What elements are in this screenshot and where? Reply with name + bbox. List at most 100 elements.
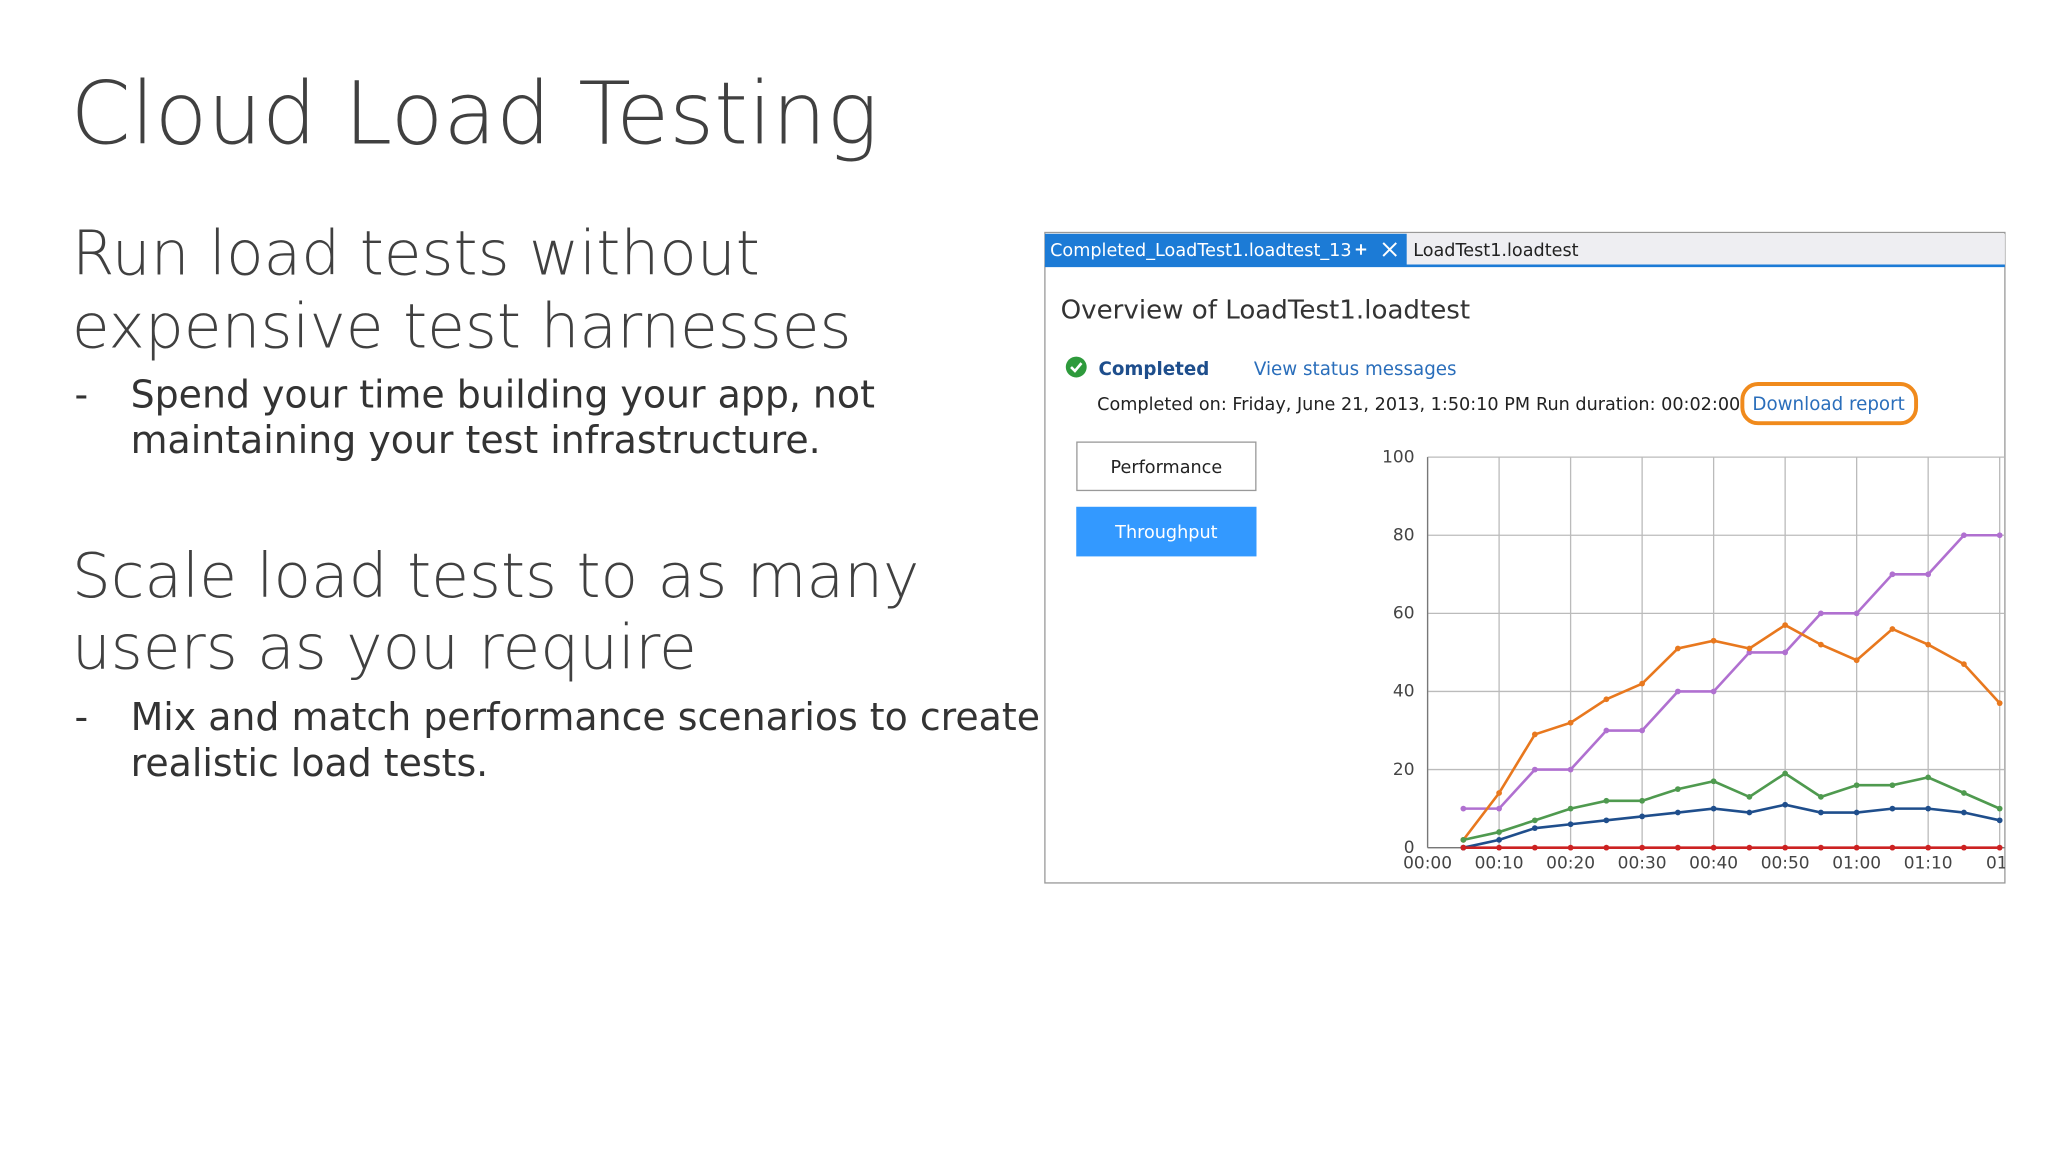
data-point (1746, 645, 1753, 652)
data-point (1853, 782, 1860, 789)
bullet-text: Spend your time building your app, not (131, 373, 875, 417)
data-point (1710, 688, 1717, 695)
data-point (1996, 817, 2003, 824)
x-tick-label: 00:50 (1761, 854, 1810, 874)
bullet-marker: - (74, 373, 88, 417)
data-point (1925, 774, 1932, 781)
data-point (1746, 794, 1753, 800)
data-point (1603, 817, 1610, 824)
x-tick-label: 00:10 (1475, 854, 1524, 874)
data-point (1925, 844, 1932, 851)
data-point (1603, 696, 1610, 703)
heading: Run load tests without (72, 218, 760, 289)
data-point (1818, 844, 1824, 851)
data-point (1496, 836, 1502, 843)
data-point (1639, 680, 1645, 687)
data-point (1996, 700, 2003, 707)
data-point (1961, 809, 1967, 816)
data-point (1675, 645, 1681, 652)
data-point (1782, 801, 1789, 808)
data-point (1818, 641, 1824, 648)
y-tick-label: 80 (1393, 525, 1415, 545)
slide-title: Cloud Load Testing (71, 65, 879, 165)
data-point (1460, 844, 1467, 851)
data-point (1853, 809, 1860, 816)
panel-frame (1044, 231, 2006, 884)
data-point (1996, 532, 2003, 539)
active-tab[interactable] (1044, 233, 1407, 266)
y-tick-label: 60 (1393, 604, 1415, 624)
heading: expensive test harnesses (72, 291, 852, 362)
data-point (1460, 805, 1467, 812)
status-link[interactable]: View status messages (1254, 359, 1457, 380)
x-tick-label: 00:30 (1618, 854, 1667, 874)
series-line (1463, 771, 2001, 842)
y-tick-label: 20 (1393, 760, 1415, 780)
x-tick-label: 01:00 (1832, 854, 1881, 874)
x-tick-label: 00:00 (1403, 854, 1452, 874)
data-point (1996, 844, 2003, 851)
data-point (1567, 821, 1574, 828)
data-point (1460, 836, 1467, 843)
data-point (1496, 844, 1502, 851)
data-point (1531, 817, 1538, 824)
data-point (1925, 571, 1932, 578)
throughput-button[interactable] (1076, 506, 1257, 557)
data-point (1961, 844, 1967, 851)
data-point (1925, 805, 1932, 812)
data-point (1639, 844, 1645, 851)
download-label[interactable]: Download report (1752, 394, 1904, 415)
bullet-marker: - (74, 695, 88, 739)
data-point (1639, 727, 1645, 734)
heading: users as you require (72, 613, 697, 684)
data-point (1782, 844, 1789, 851)
data-point (1818, 610, 1824, 617)
data-point (1710, 637, 1717, 644)
data-point (1961, 532, 1967, 539)
data-point (1853, 844, 1860, 851)
performance-button[interactable] (1076, 441, 1257, 492)
data-point (1639, 797, 1645, 804)
data-point (1496, 829, 1502, 835)
series-line (1463, 533, 2000, 810)
chart: 0 20 40 60 80 100 00:00 00:10 00:20 00:30 00:40 00:… (1382, 447, 2013, 874)
data-point (1818, 809, 1824, 816)
download-button[interactable] (1740, 382, 1919, 426)
data-point (1889, 571, 1896, 578)
check (1070, 362, 1083, 373)
data-point (1675, 786, 1681, 792)
data-point (1531, 825, 1538, 832)
tab-label[interactable]: Completed_LoadTest1.loadtest_13 (1050, 241, 1352, 261)
data-point (1639, 813, 1645, 820)
data-point (1710, 844, 1717, 851)
button-label[interactable]: Throughput (1114, 523, 1217, 543)
x-tick-label: 01:10 (1904, 854, 1953, 874)
button-label[interactable]: Performance (1111, 458, 1223, 478)
x-tick-label: 00:40 (1689, 854, 1738, 874)
data-point (1567, 766, 1574, 773)
data-point (1603, 727, 1610, 734)
bullet-text: realistic load tests. (131, 741, 489, 785)
panel-heading: Overview of LoadTest1.loadtest (1061, 296, 1471, 326)
data-point (1889, 805, 1896, 812)
data-point (1675, 688, 1681, 695)
status: Completed (1098, 359, 1209, 380)
data-point (1567, 805, 1574, 812)
data-point (1567, 844, 1574, 851)
y-tick-label: 100 (1382, 447, 1414, 467)
series-line (1463, 803, 2000, 849)
heading: Scale load tests to as many (72, 541, 920, 612)
data-point (1531, 731, 1538, 738)
data-point (1818, 794, 1824, 800)
data-point (1531, 844, 1538, 851)
data-point (1531, 766, 1538, 773)
y-tick-label: 0 (1404, 838, 1415, 858)
x-tick-label: 01: (1986, 854, 2013, 874)
data-point (1925, 641, 1932, 648)
tab-label[interactable]: LoadTest1.loadtest (1413, 241, 1578, 261)
data-point (1889, 626, 1896, 632)
close-icon[interactable] (1382, 242, 1397, 257)
completed-on: Completed on: Friday, June 21, 2013, 1:5… (1097, 395, 1530, 415)
pin-icon[interactable] (1355, 244, 1367, 255)
